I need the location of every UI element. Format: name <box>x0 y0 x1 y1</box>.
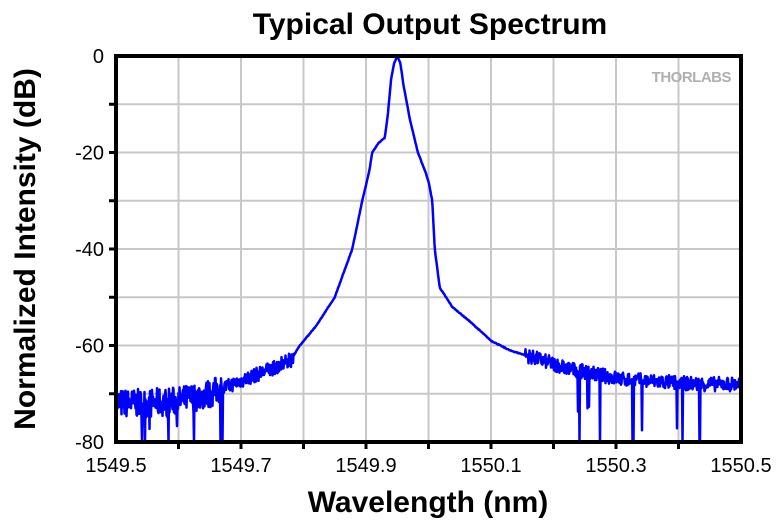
x-tick-label: 1550.3 <box>585 455 646 477</box>
x-tick-label: 1549.9 <box>335 455 396 477</box>
thorlabs-watermark: THORLABS <box>652 69 732 86</box>
y-tick-label: -60 <box>75 336 104 358</box>
y-tick-label: -80 <box>75 432 104 454</box>
ticks: 1549.5 1549.7 1549.9 1550.1 1550.3 1550.5 0 -20… <box>75 46 771 477</box>
grid <box>116 56 741 442</box>
spectrum-line <box>114 55 743 444</box>
y-tick-label: -40 <box>75 239 104 261</box>
x-tick-label: 1550.5 <box>710 455 771 477</box>
x-tick-label: 1549.7 <box>210 455 271 477</box>
x-tick-label: 1549.5 <box>85 455 146 477</box>
y-axis-title: Normalized Intensity (dB) <box>9 68 42 430</box>
chart-title: Typical Output Spectrum <box>253 8 607 41</box>
y-tick-label: -20 <box>75 143 104 165</box>
y-tick-label: 0 <box>93 46 104 68</box>
x-tick-label: 1550.1 <box>460 455 521 477</box>
x-axis-title: Wavelength (nm) <box>308 486 549 519</box>
plot-area <box>114 55 743 444</box>
